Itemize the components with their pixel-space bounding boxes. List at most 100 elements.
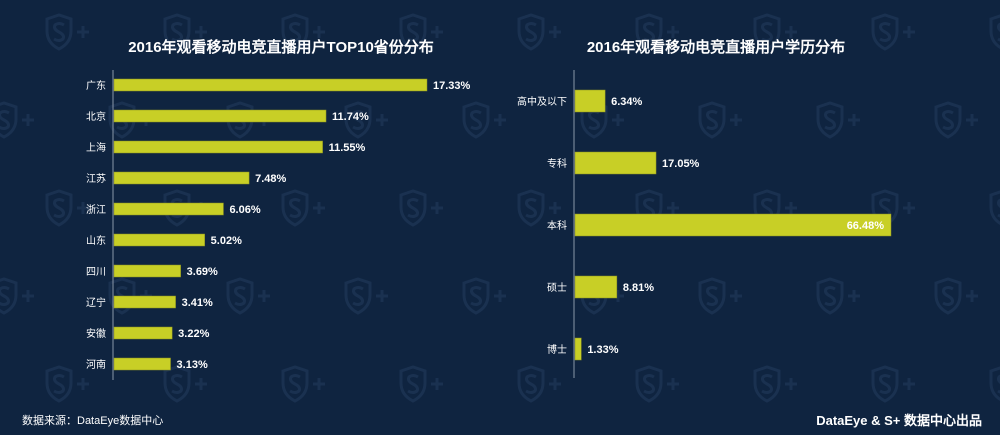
category-label: 山东 [86,234,106,247]
shield-icon [934,277,962,315]
bar [113,109,327,123]
category-label: 硕士 [547,281,567,294]
plus-icon [785,26,797,38]
watermark-logo [871,365,915,403]
plus-icon [494,114,506,126]
bar [113,171,250,185]
bar [574,89,606,113]
bar [113,357,171,371]
plus-icon [549,202,561,214]
data-label: 6.34% [611,96,642,108]
s-glyph-icon [879,22,891,42]
s-glyph-icon [879,374,891,394]
brand-credit: DataEye & S+ 数据中心出品 [816,413,982,428]
s-glyph-icon [289,22,301,42]
bar [574,213,892,237]
category-label: 北京 [86,110,106,123]
s-glyph-icon [588,110,600,130]
shield-icon [344,101,372,139]
shield-icon [753,13,781,51]
shield-icon [0,277,18,315]
s-glyph-icon [407,198,419,218]
watermark-logo [0,101,34,139]
s-glyph-icon [824,286,836,306]
watermark-logo [399,13,443,51]
s-glyph-icon [407,22,419,42]
plus-icon [730,114,742,126]
category-label: 四川 [86,267,106,278]
data-label: 17.33% [433,80,471,92]
plus-icon [313,26,325,38]
data-label: 11.55% [329,142,366,154]
s-glyph-icon [234,286,246,306]
s-glyph-icon [761,374,773,394]
shield-icon [0,101,18,139]
watermark-logo [344,101,388,139]
s-glyph-icon [706,286,718,306]
watermark-logo [163,365,207,403]
plus-icon [313,378,325,390]
data-label: 3.69% [187,266,218,278]
shield-icon [635,365,663,403]
s-glyph-icon [407,374,419,394]
shield-icon [462,101,490,139]
watermark-logo [163,13,207,51]
s-glyph-icon [289,374,301,394]
plus-icon [785,202,797,214]
bar [113,326,173,340]
plus-icon [77,26,89,38]
shield-icon [399,365,427,403]
shield-icon [281,365,309,403]
shield-icon [517,189,545,227]
data-label: 11.74% [332,111,369,123]
bar [113,233,205,247]
shield-icon [816,277,844,315]
category-label: 本科 [547,219,567,232]
bar [113,264,181,278]
shield-icon [517,13,545,51]
bar [574,275,618,299]
s-glyph-icon [53,22,65,42]
plus-icon [195,378,207,390]
data-label: 8.81% [623,282,654,294]
shield-icon [399,189,427,227]
s-glyph-icon [824,110,836,130]
watermark-logo [462,101,506,139]
shield-icon [871,13,899,51]
plus-icon [313,202,325,214]
shield-icon [281,189,309,227]
watermark-logo [399,365,443,403]
watermark-logo [934,101,978,139]
watermark-logo [635,13,679,51]
plus-icon [195,26,207,38]
shield-icon [753,365,781,403]
plus-icon [258,290,270,302]
shield-icon [698,277,726,315]
watermark-logo [816,101,860,139]
s-glyph-icon [525,22,537,42]
watermark-logo [871,13,915,51]
watermark-logo [226,277,270,315]
watermark-logo [934,277,978,315]
shield-icon [45,189,73,227]
shield-icon [281,13,309,51]
chart-title: 2016年观看移动电竞直播用户TOP10省份分布 [128,38,434,56]
shield-icon [580,101,608,139]
s-glyph-icon [470,110,482,130]
category-label: 博士 [547,343,567,356]
plus-icon [431,26,443,38]
shield-icon [989,190,1000,226]
data-label: 1.33% [587,344,618,356]
s-glyph-icon [942,110,954,130]
shield-icon [635,13,663,51]
category-label: 上海 [86,141,106,154]
s-glyph-icon [643,374,655,394]
plus-icon [431,202,443,214]
plus-icon [376,290,388,302]
watermark-logo [698,101,742,139]
plus-icon [22,114,34,126]
shield-icon [45,365,73,403]
